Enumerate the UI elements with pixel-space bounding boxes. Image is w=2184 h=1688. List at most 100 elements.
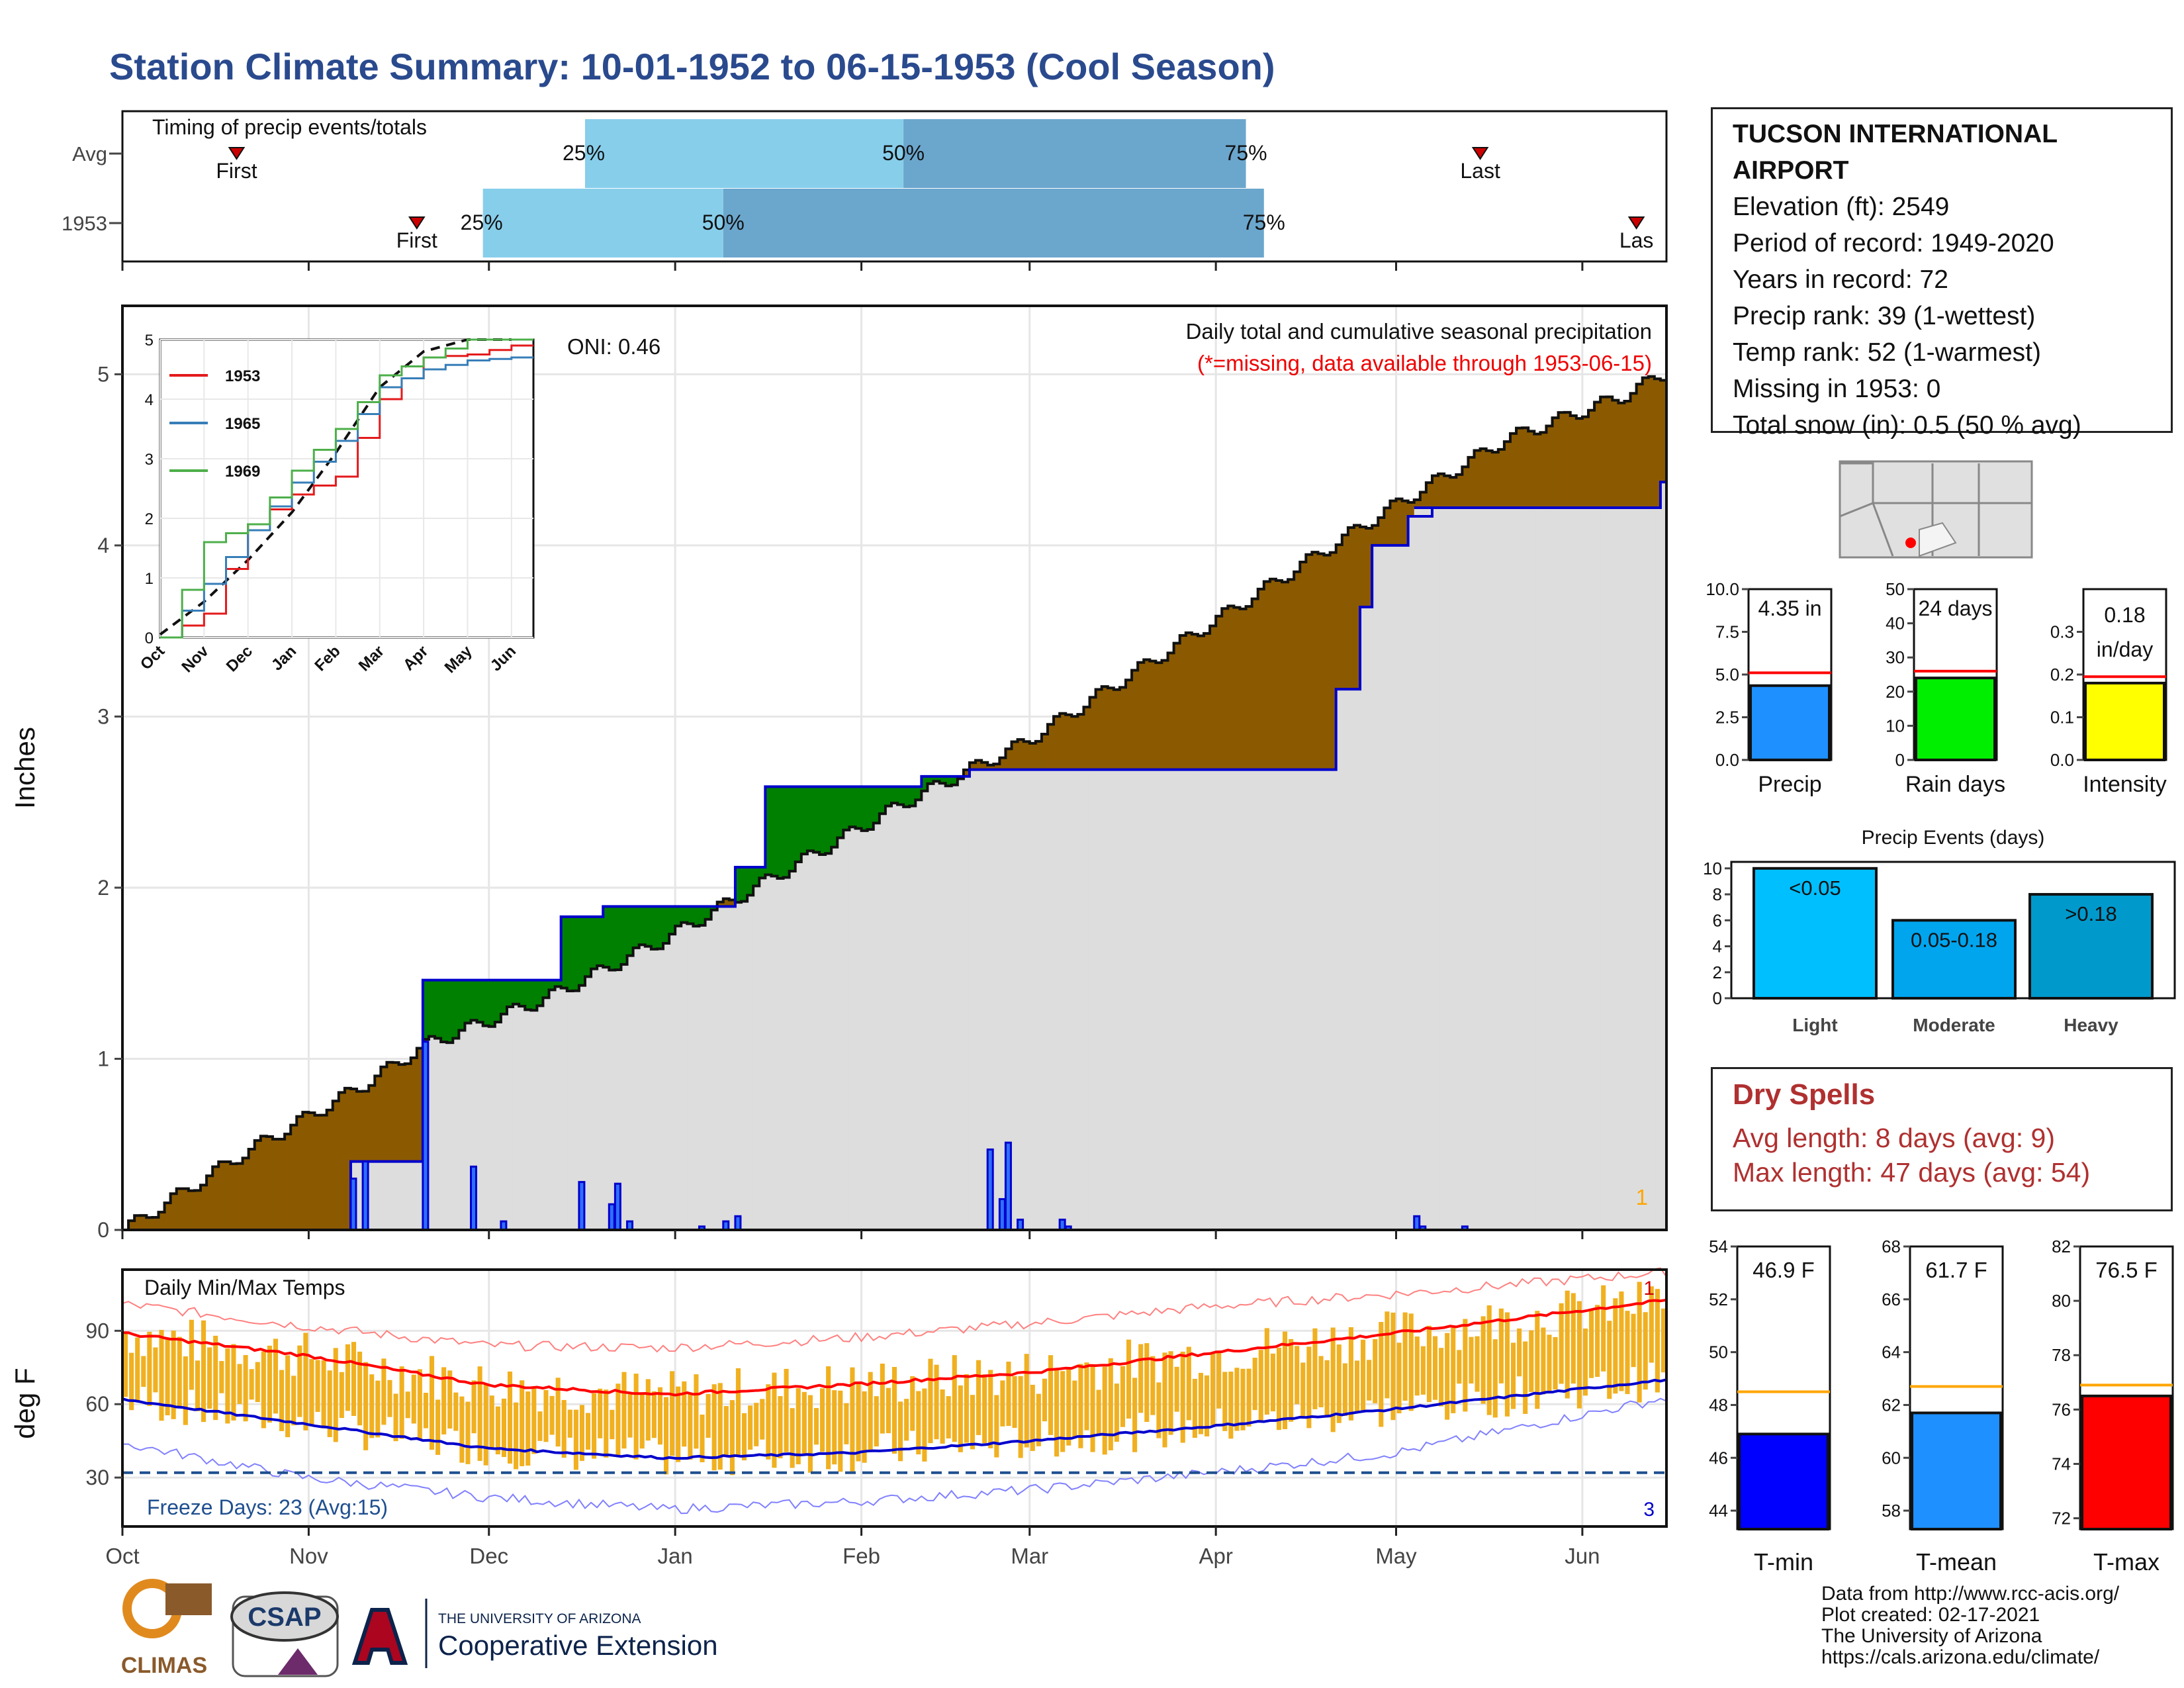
cumulative-base [1636, 508, 1643, 1230]
daily-temp-bar [543, 1389, 549, 1442]
cumulative-base [1360, 606, 1367, 1230]
surplus-area [567, 916, 574, 991]
deficit-area [1336, 544, 1343, 690]
daily-temp-bar [1510, 1342, 1516, 1409]
daily-temp-bar [1613, 1298, 1618, 1394]
daily-temp-bar [411, 1374, 416, 1424]
deficit-area [1210, 626, 1216, 770]
dry-spells-max: Max length: 47 days (avg: 54) [1733, 1157, 2091, 1188]
daily-temp-bar [711, 1384, 717, 1471]
deficit-area [1060, 713, 1066, 770]
daily-temp-bar [1060, 1371, 1066, 1452]
cumulative-base [945, 786, 952, 1230]
y-tick-label: 3 [97, 704, 109, 728]
cumulative-base [392, 1161, 400, 1230]
surplus-area [435, 980, 441, 1039]
deficit-area [1612, 400, 1619, 508]
month-label: Jan [658, 1544, 693, 1568]
month-label: Oct [105, 1544, 139, 1568]
daily-temp-bar [891, 1366, 897, 1454]
cumulative-base [1041, 769, 1048, 1230]
deficit-area [1077, 714, 1084, 770]
cumulative-base [1173, 769, 1181, 1230]
daily-temp-bar [405, 1391, 410, 1419]
daily-temp-bar [1445, 1333, 1450, 1420]
normal-min-line [122, 1378, 1667, 1460]
deficit-area [1648, 376, 1655, 508]
daily-temp-bar [682, 1381, 687, 1447]
daily-temp-bar [748, 1405, 753, 1450]
surplus-area [543, 980, 550, 998]
surplus-area [572, 916, 580, 991]
cumulative-base [849, 827, 856, 1230]
surplus-area [879, 786, 886, 814]
deficit-area [1588, 410, 1595, 508]
daily-temp-bar [615, 1383, 621, 1456]
daily-temp-bar [1643, 1312, 1648, 1390]
cumulative-base [633, 947, 640, 1230]
cumulative-base [537, 1006, 543, 1230]
daily-temp-bar [1186, 1346, 1191, 1421]
daily-temp-bar [1426, 1325, 1432, 1403]
surplus-area [861, 786, 868, 831]
deficit-area [1275, 581, 1283, 770]
cumulative-base [687, 923, 694, 1230]
record-min-line [122, 1397, 1667, 1515]
cumulative-base [1402, 545, 1409, 1230]
deficit-area [1083, 707, 1091, 770]
surplus-area [741, 867, 748, 902]
daily-temp-bar [567, 1409, 572, 1438]
surplus-area [843, 786, 850, 830]
daily-temp-bar [766, 1384, 771, 1460]
daily-temp-bar [520, 1380, 525, 1466]
cumulative-base [591, 968, 598, 1230]
cumulative-base [1510, 508, 1517, 1230]
deficit-area [1432, 475, 1439, 508]
cumulative-base [1408, 516, 1415, 1230]
daily-temp-bar [423, 1393, 428, 1429]
daily-temp-bar [735, 1368, 741, 1456]
deficit-area [1041, 734, 1048, 770]
ua-logo-icon [351, 1608, 408, 1665]
missing-note: (*=missing, data available through 1953-… [1197, 351, 1652, 375]
cumulative-base [584, 976, 592, 1230]
mini-bar [1915, 677, 1996, 762]
y-tick-label: 60 [85, 1392, 109, 1416]
daily-temp-bar [459, 1396, 465, 1463]
daily-temp-bar [1361, 1339, 1366, 1411]
deficit-area [1282, 582, 1289, 770]
cumulative-base [969, 769, 976, 1230]
ua-logo-text: Cooperative Extension [438, 1630, 718, 1661]
deficit-area [999, 757, 1006, 770]
events-tick: 4 [1713, 937, 1722, 957]
cumulative-base [1228, 769, 1234, 1230]
daily-temp-bar [592, 1393, 597, 1459]
deficit-area [1156, 663, 1162, 770]
cumulative-base [819, 854, 826, 1230]
cumulative-base [1234, 769, 1240, 1230]
cumulative-base [519, 1006, 525, 1230]
cumulative-base [675, 925, 682, 1230]
deficit-area [1564, 412, 1571, 508]
deficit-area [1516, 428, 1523, 508]
surplus-area [771, 786, 778, 876]
daily-temp-bar [1114, 1383, 1119, 1442]
precip-panel-frame [121, 305, 1668, 1231]
surplus-area [645, 906, 652, 947]
footer-line: The University of Arizona [1821, 1625, 2042, 1647]
daily-temp-bar [1312, 1328, 1318, 1409]
daily-temp-bar [387, 1380, 392, 1417]
deficit-area [1318, 553, 1325, 770]
deficit-area [272, 1139, 279, 1230]
daily-temp-bar [928, 1358, 933, 1444]
daily-temp-bar [471, 1380, 477, 1434]
daily-temp-bar [946, 1396, 951, 1438]
cumulative-base [1390, 545, 1396, 1230]
surplus-area [891, 786, 898, 804]
mini-bar-tick: 2.5 [1715, 708, 1739, 727]
daily-temp-bar [1036, 1393, 1041, 1446]
mini-bar [1749, 684, 1831, 762]
deficit-area [404, 1063, 412, 1162]
cumulative-base [1035, 769, 1042, 1230]
timing-bar-25-50 [584, 119, 904, 188]
